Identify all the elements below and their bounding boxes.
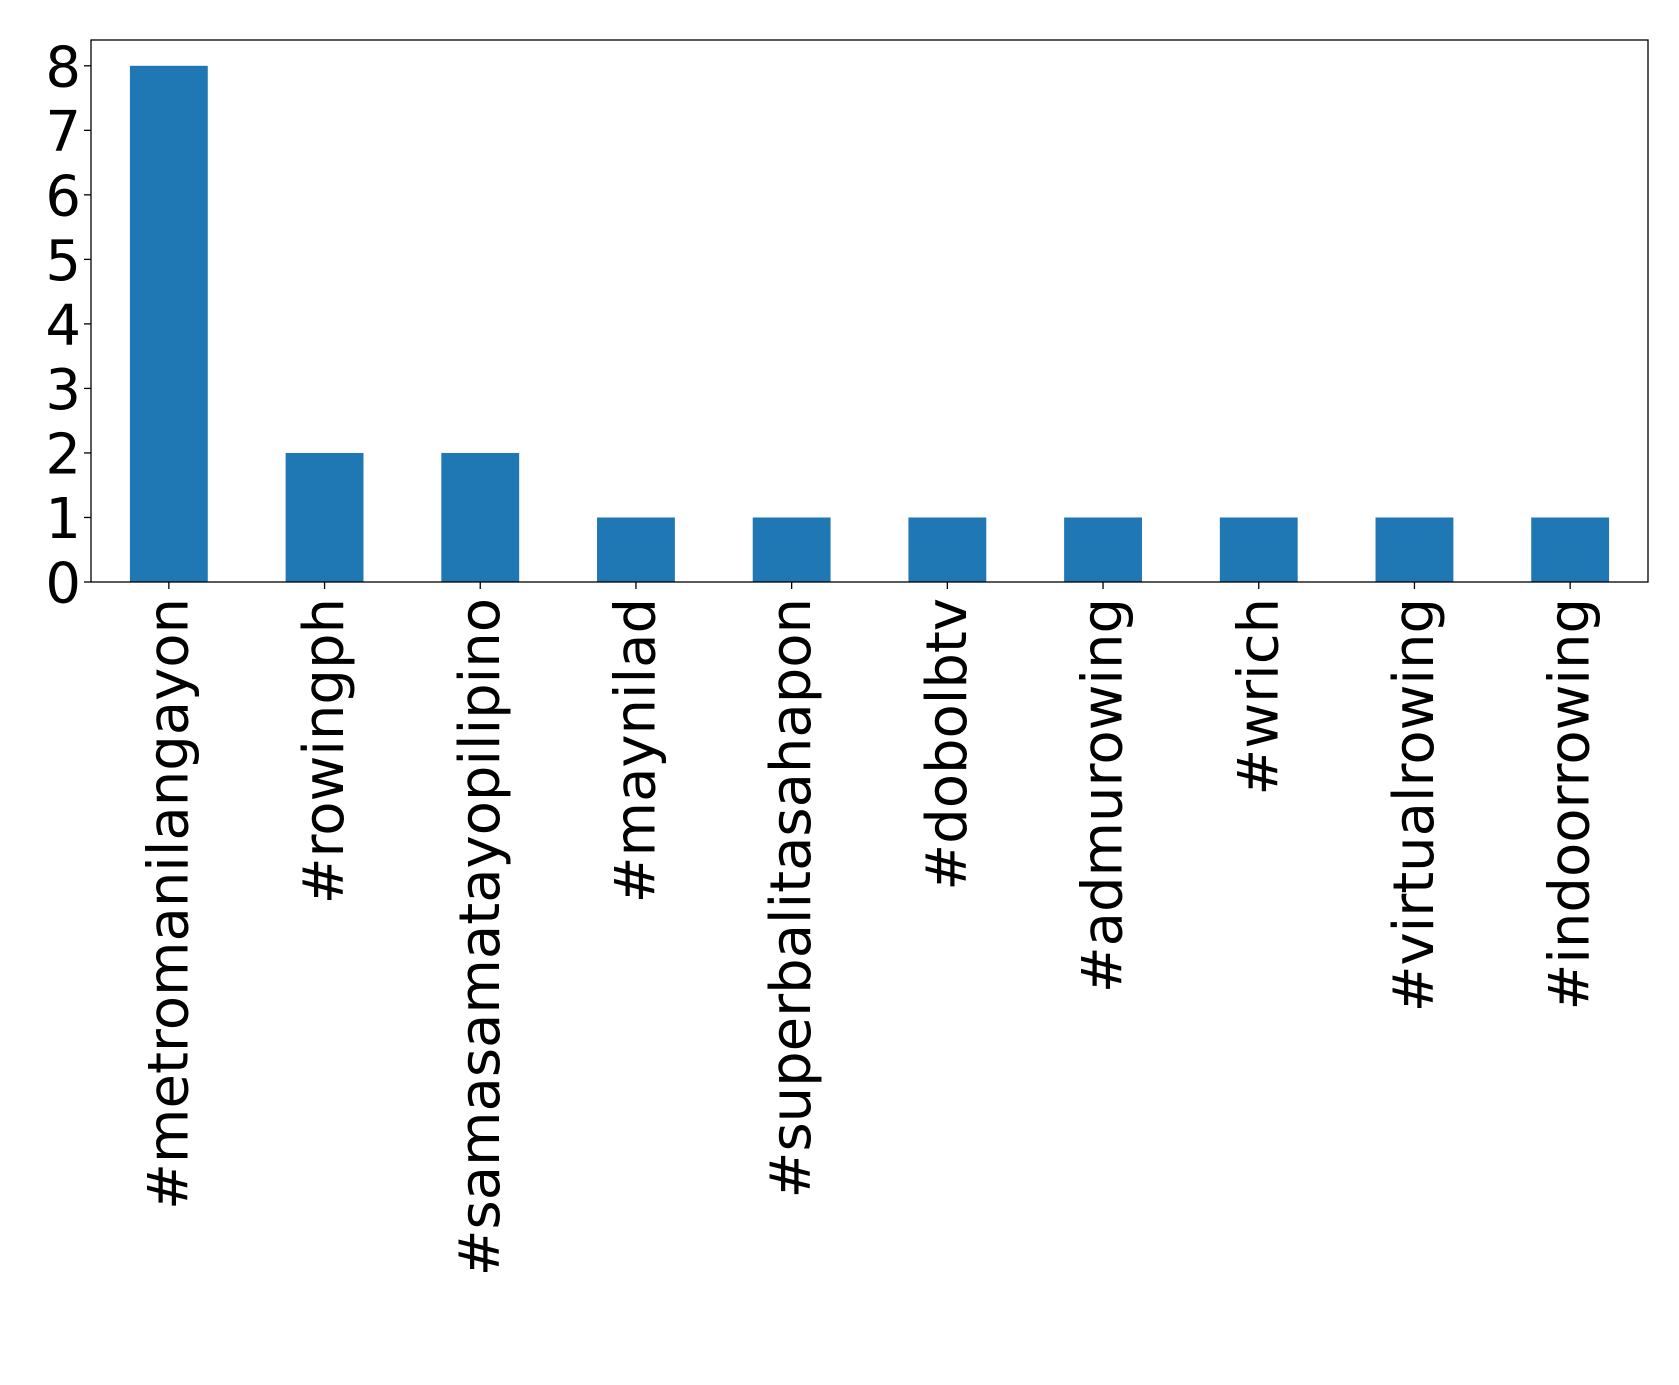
y-tick-label: 8 [45,35,81,100]
y-tick-label: 6 [45,164,81,229]
x-tick-label: #virtualrowing [1382,598,1447,1012]
bar [1375,517,1454,582]
y-tick-label: 0 [45,552,81,617]
bar [752,517,831,582]
x-tick-label: #admurowing [1071,598,1136,993]
x-tick-label: #superbalitasahapon [759,598,824,1198]
x-tick-label: #rowingph [292,598,357,904]
x-tick-label: #samasamatayopilipino [448,598,513,1276]
bars-group [129,65,1610,583]
x-tick-label: #metromanilangayon [136,598,201,1210]
x-tick-label: #wrich [1226,598,1291,796]
y-tick-label: 7 [45,100,81,165]
y-tick-label: 2 [45,422,81,487]
bar [1219,517,1298,582]
y-tick-label: 4 [45,293,81,358]
x-tick-label: #indoorrowing [1538,598,1603,1011]
x-tick-label: #dobolbtv [915,598,980,891]
y-tick-label: 5 [45,229,81,294]
bar [285,452,364,582]
bar [1064,517,1142,582]
x-axis: #metromanilangayon #rowingph #samasamatayo… [136,582,1603,1276]
bar [597,517,675,582]
x-tick-label: #maynilad [603,598,668,903]
y-tick-label: 1 [45,487,81,552]
bar [441,452,520,582]
bar [1531,517,1610,582]
bar [129,65,208,583]
bar [908,517,987,582]
plot-frame [90,39,1649,583]
y-tick-label: 3 [45,358,81,423]
